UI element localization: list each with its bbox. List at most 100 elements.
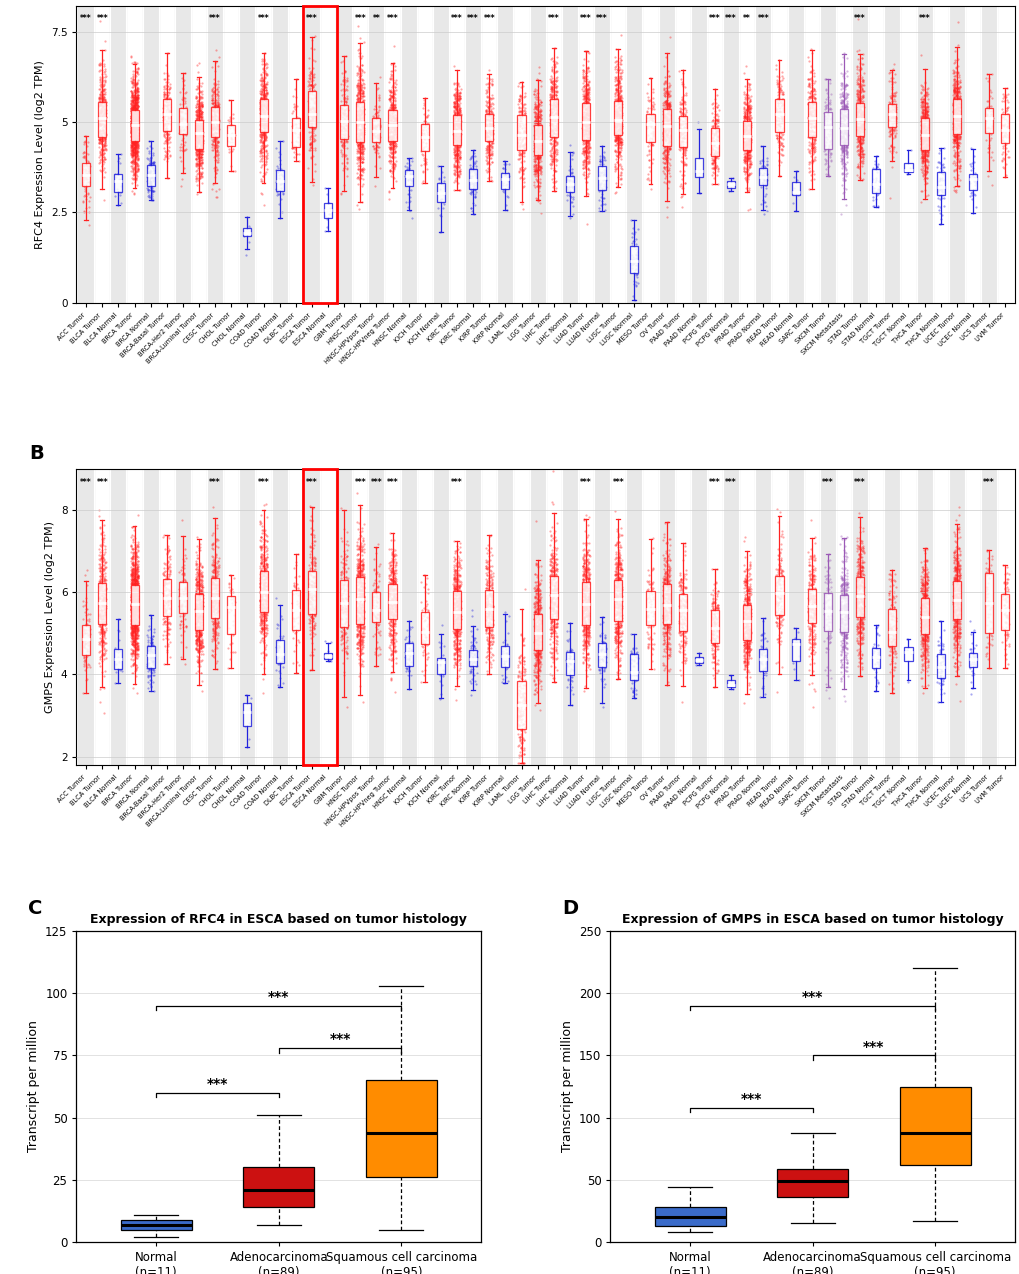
Point	[561, 654, 578, 674]
Point	[658, 149, 675, 169]
Point	[123, 126, 140, 147]
Point	[257, 108, 273, 129]
Point	[577, 614, 593, 634]
Point	[612, 577, 629, 598]
Point	[837, 76, 853, 97]
Point	[853, 111, 869, 131]
Point	[381, 68, 397, 88]
Bar	[291, 117, 300, 147]
Point	[209, 590, 225, 610]
Point	[386, 101, 403, 121]
Point	[353, 612, 369, 632]
Point	[593, 173, 609, 194]
Point	[852, 110, 868, 130]
Point	[386, 615, 403, 636]
Point	[478, 145, 494, 166]
Point	[125, 52, 142, 73]
Point	[529, 141, 545, 162]
Point	[189, 651, 205, 671]
Point	[606, 126, 623, 147]
Point	[529, 121, 545, 141]
Point	[578, 600, 594, 620]
Point	[268, 182, 284, 203]
Point	[672, 613, 688, 633]
Point	[351, 583, 367, 604]
Point	[93, 631, 109, 651]
Point	[741, 121, 757, 141]
Point	[804, 578, 820, 599]
Point	[657, 596, 674, 617]
Point	[740, 633, 756, 654]
Point	[354, 101, 370, 121]
Point	[769, 545, 786, 566]
Point	[606, 626, 623, 646]
Point	[949, 587, 965, 608]
Point	[558, 177, 575, 197]
Point	[579, 79, 595, 99]
Point	[608, 637, 625, 657]
Point	[125, 541, 142, 562]
Point	[978, 583, 995, 604]
Point	[835, 99, 851, 120]
Point	[93, 575, 109, 595]
Point	[191, 561, 207, 581]
Point	[932, 205, 949, 225]
Point	[739, 154, 755, 175]
Point	[606, 583, 623, 604]
Point	[803, 121, 819, 141]
Point	[384, 102, 400, 122]
Point	[76, 158, 93, 178]
Point	[528, 112, 544, 132]
Point	[531, 660, 547, 680]
Point	[140, 637, 156, 657]
Point	[801, 563, 817, 583]
Point	[785, 177, 801, 197]
Point	[947, 118, 963, 139]
Point	[741, 115, 757, 135]
Point	[123, 569, 140, 590]
Point	[951, 150, 967, 171]
Point	[913, 609, 929, 629]
Point	[339, 568, 356, 589]
Point	[259, 554, 275, 575]
Point	[528, 631, 544, 651]
Point	[544, 118, 560, 139]
Point	[915, 79, 931, 99]
Point	[126, 112, 143, 132]
Point	[606, 124, 623, 144]
Point	[189, 609, 205, 629]
Point	[607, 102, 624, 122]
Point	[464, 606, 480, 627]
Point	[772, 80, 789, 101]
Point	[494, 175, 511, 195]
Point	[977, 122, 994, 143]
Point	[127, 155, 144, 176]
Point	[870, 159, 887, 180]
Point	[143, 633, 159, 654]
Point	[125, 93, 142, 113]
Point	[932, 180, 949, 200]
Point	[194, 127, 210, 148]
Point	[838, 608, 854, 628]
Point	[610, 84, 627, 104]
Point	[334, 103, 351, 124]
Point	[579, 214, 595, 234]
Point	[852, 101, 868, 121]
Point	[304, 138, 320, 158]
Point	[978, 90, 995, 111]
Point	[850, 592, 866, 613]
Point	[482, 101, 498, 121]
Point	[946, 145, 962, 166]
Point	[801, 69, 817, 89]
Point	[146, 168, 162, 189]
Point	[272, 144, 288, 164]
Point	[351, 76, 367, 97]
Point	[160, 92, 176, 112]
Point	[739, 104, 755, 125]
Point	[306, 613, 322, 633]
Point	[431, 651, 447, 671]
Point	[655, 629, 672, 650]
Point	[671, 576, 687, 596]
Point	[947, 564, 963, 585]
Point	[532, 612, 548, 632]
